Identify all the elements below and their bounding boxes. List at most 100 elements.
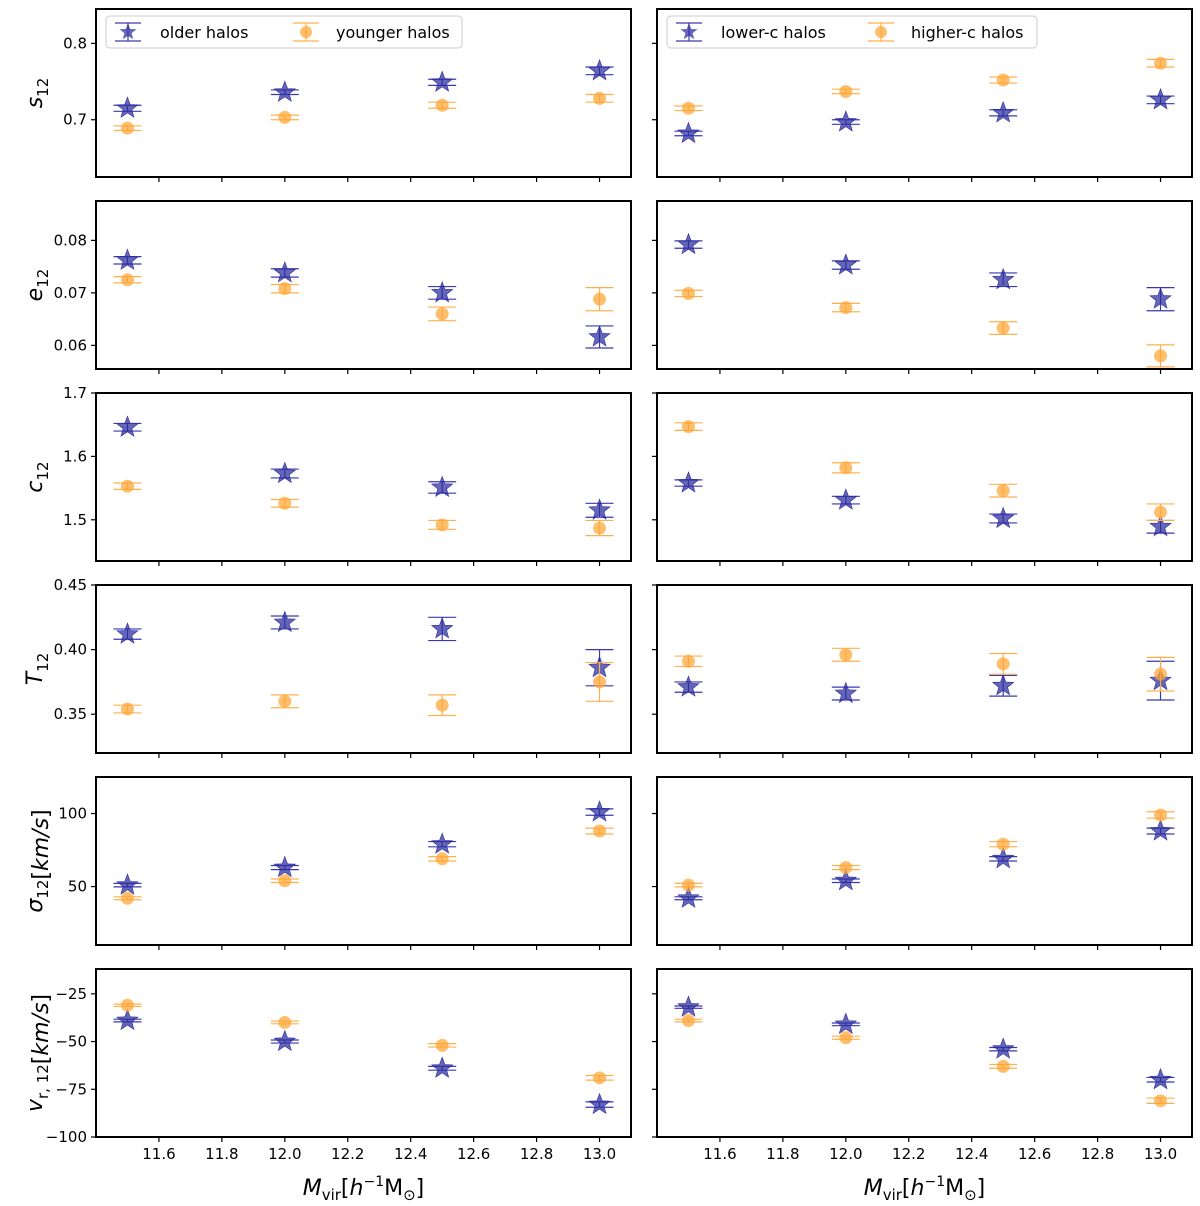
data-point-star [588, 325, 611, 347]
x-tick-label: 13.0 [583, 1145, 616, 1163]
data-point-star [991, 267, 1015, 290]
y-tick-label: 0.35 [54, 705, 87, 723]
data-point-circle [435, 98, 449, 112]
panel-left-4: 0.35 0.40 0.45 [54, 576, 632, 758]
data-point-circle [435, 1038, 449, 1052]
data-point-star [834, 488, 858, 510]
data-point-circle [996, 484, 1010, 498]
data-point-circle [1154, 56, 1168, 70]
data-point-star [273, 855, 297, 878]
data-point-star [116, 415, 139, 437]
data-point-star [588, 800, 611, 822]
legend-right: lower-c halos higher-c halos [666, 15, 1038, 49]
x-tick-label: 12.4 [394, 1145, 427, 1163]
series-younger-halos [113, 998, 614, 1085]
x-tick-label: 12.0 [268, 1145, 301, 1163]
data-point-star [116, 622, 139, 644]
y-tick-label: 1.6 [63, 447, 87, 465]
data-point-star [991, 846, 1015, 869]
legend-star-icon [119, 23, 137, 40]
axes-frame [95, 8, 632, 178]
data-point-star [273, 610, 297, 633]
y-tick-label: −75 [55, 1080, 87, 1098]
y-tick-label: −100 [46, 1128, 87, 1146]
axes-frame [95, 776, 632, 946]
series-older-halos [113, 415, 614, 520]
data-point-circle [435, 852, 449, 866]
series-higher-c-halos [674, 1014, 1175, 1108]
data-point-star [991, 673, 1015, 696]
axes-frame [656, 8, 1193, 178]
x-tick-label: 12.6 [457, 1145, 490, 1163]
series-younger-halos [113, 661, 614, 717]
data-point-circle [681, 654, 695, 668]
data-point-star [588, 1092, 611, 1115]
x-tick-label: 12.2 [331, 1145, 364, 1163]
data-point-star [1149, 88, 1172, 110]
data-point-star [991, 1037, 1015, 1059]
data-point-circle [1154, 808, 1168, 822]
y-axis-label: σ12[km/s] [23, 809, 54, 912]
data-point-star [430, 1056, 454, 1078]
data-point-circle [435, 518, 449, 532]
data-point-star [834, 253, 858, 275]
y-tick-label: 100 [58, 805, 87, 823]
x-tick-label: 11.8 [766, 1145, 799, 1163]
data-point-star [588, 498, 611, 520]
panel-right-3 [652, 392, 1193, 566]
x-tick-label: 11.6 [703, 1145, 736, 1163]
series-older-halos [113, 610, 614, 687]
x-tick-label: 12.0 [829, 1145, 862, 1163]
data-point-circle [120, 998, 134, 1012]
x-tick-label: 12.4 [955, 1145, 988, 1163]
axes-frame [95, 392, 632, 562]
data-point-circle [278, 282, 292, 296]
data-point-star [588, 58, 611, 81]
data-point-circle [120, 702, 134, 716]
row-4: 0.35 0.40 0.45 T12 [23, 576, 1193, 758]
series-older-halos [113, 248, 614, 349]
row-3: 1.5 1.6 1.7 c12 [23, 384, 1193, 566]
data-point-star [430, 281, 454, 303]
data-point-star [991, 100, 1015, 123]
data-point-star [834, 1012, 858, 1034]
data-point-circle [681, 878, 695, 892]
series-lower-c-halos [674, 232, 1175, 312]
data-point-circle [120, 479, 134, 493]
series-younger-halos [113, 824, 614, 905]
data-point-star [116, 96, 139, 118]
series-lower-c-halos [674, 995, 1175, 1090]
data-point-star [430, 832, 454, 854]
data-point-circle [435, 698, 449, 712]
data-point-circle [278, 496, 292, 510]
axes-frame [656, 968, 1193, 1138]
series-lower-c-halos [674, 88, 1175, 144]
data-point-star [1149, 514, 1172, 537]
x-tick-label: 13.0 [1144, 1145, 1177, 1163]
x-tick-label: 12.6 [1018, 1145, 1051, 1163]
legend-label: lower-c halos [721, 23, 826, 42]
data-point-circle [839, 301, 853, 315]
x-tick-label: 12.2 [892, 1145, 925, 1163]
row-2: 0.06 0.07 0.08 e12 [23, 200, 1193, 374]
legend-star-icon [680, 23, 698, 40]
data-point-star [677, 886, 700, 908]
data-point-circle [278, 874, 292, 888]
legend-circle-icon [300, 26, 312, 38]
data-point-circle [996, 657, 1010, 671]
y-axis-label: s12 [23, 78, 52, 109]
legend-label: higher-c halos [911, 23, 1023, 42]
data-point-star [677, 675, 700, 697]
data-point-circle [593, 521, 607, 535]
x-tick-label: 11.6 [142, 1145, 175, 1163]
series-younger-halos [113, 273, 614, 322]
series-higher-c-halos [674, 647, 1175, 692]
row-6: 11.6 11.8 12.0 12.2 12.4 12.6 12.8 13.0 −100 −75 −… [23, 968, 1193, 1163]
data-point-circle [593, 91, 607, 105]
data-point-circle [593, 292, 607, 306]
data-point-star [677, 121, 700, 144]
legend-left: older halos younger halos [105, 15, 463, 49]
y-tick-label: 0.07 [54, 284, 87, 302]
